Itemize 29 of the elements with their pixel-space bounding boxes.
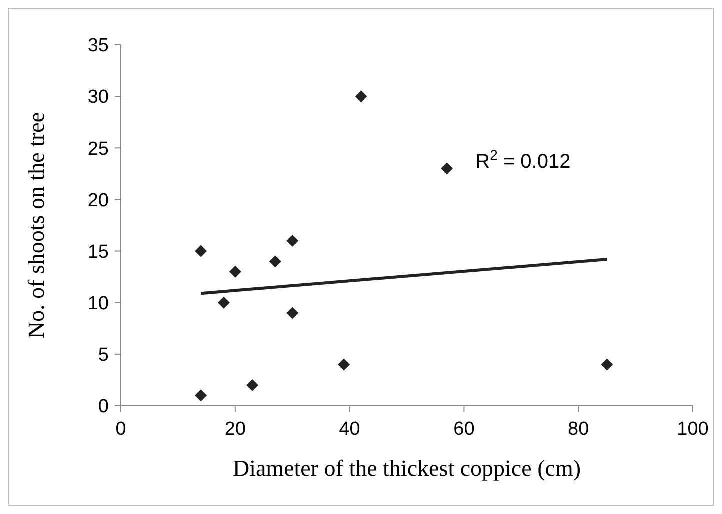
point [246,379,259,392]
x-tick-label: 20 [224,419,246,440]
point [338,358,350,371]
y-axis-title: No. of shoots on the tree [24,112,49,339]
annotation: R$^{2}$ = 0.012 [476,146,571,173]
point [269,256,282,268]
point [286,234,299,247]
y-tick-label: 0 [98,396,109,418]
x-tick-label: 100 [677,419,709,440]
x-tick-label: 0 [116,419,126,440]
point [286,307,299,320]
point [218,296,230,309]
x-tick-label: 40 [339,419,360,440]
point [355,90,368,103]
y-tick-label: 15 [88,242,109,263]
y-tick-label: 30 [88,87,109,108]
x-tick-label: 60 [454,419,475,440]
x-tick-label: 80 [568,419,590,440]
point [601,358,614,371]
x-axis-title: Diameter of the thickest coppice (cm) [232,456,582,481]
point [229,266,242,278]
y-tick-label: 5 [98,345,109,366]
y-tick-label: 35 [88,36,109,57]
y-tick-label: 20 [88,190,109,212]
point [195,245,208,258]
point [441,162,454,175]
y-tick-label: 10 [88,294,109,315]
point [195,390,208,402]
y-tick-label: 25 [88,138,109,160]
